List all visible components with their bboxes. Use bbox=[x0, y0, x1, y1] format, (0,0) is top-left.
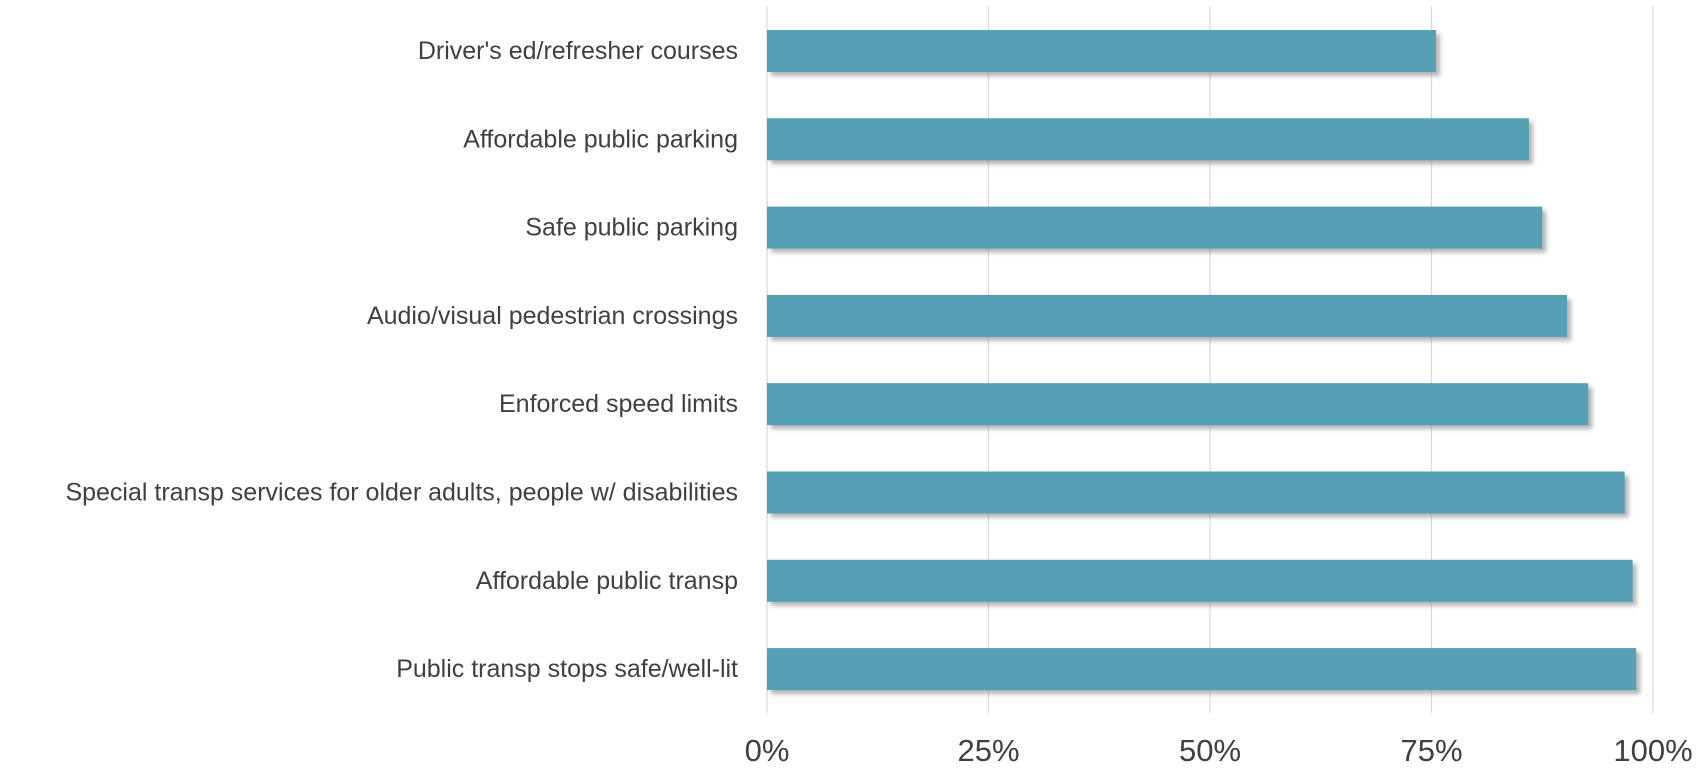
category-label: Enforced speed limits bbox=[499, 390, 738, 418]
category-label: Safe public parking bbox=[525, 214, 738, 242]
category-labels: Driver's ed/refresher courses Affordable … bbox=[65, 37, 738, 683]
bar bbox=[767, 294, 1568, 337]
bar bbox=[767, 206, 1543, 249]
category-label: Driver's ed/refresher courses bbox=[418, 37, 738, 65]
category-label: Public transp stops safe/well-lit bbox=[396, 655, 738, 683]
bar bbox=[767, 383, 1589, 426]
bar bbox=[767, 559, 1633, 602]
bar bbox=[767, 118, 1529, 161]
category-label: Special transp services for older adults… bbox=[65, 479, 738, 507]
bar bbox=[767, 30, 1436, 72]
category-label: Affordable public parking bbox=[463, 125, 738, 153]
x-tick-label: 0% bbox=[745, 733, 790, 768]
bar bbox=[767, 471, 1625, 514]
category-label: Audio/visual pedestrian crossings bbox=[367, 302, 738, 330]
bar bbox=[767, 648, 1637, 691]
x-tick-label: 75% bbox=[1400, 733, 1462, 768]
x-tick-label: 50% bbox=[1179, 733, 1241, 768]
bars bbox=[767, 30, 1637, 691]
x-axis-tick-labels: 0% 25% 50% 75% 100% bbox=[745, 733, 1693, 768]
x-tick-label: 100% bbox=[1613, 733, 1692, 768]
gridlines bbox=[766, 6, 1654, 713]
category-label: Affordable public transp bbox=[476, 567, 738, 595]
x-tick-label: 25% bbox=[957, 733, 1019, 768]
